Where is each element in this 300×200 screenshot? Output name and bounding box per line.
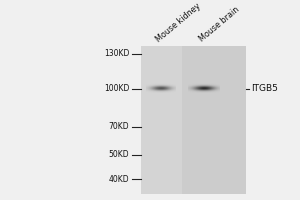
Text: ITGB5: ITGB5 — [251, 84, 278, 93]
Bar — [141, 46, 182, 194]
Text: Mouse kidney: Mouse kidney — [155, 1, 203, 44]
Text: Mouse brain: Mouse brain — [198, 5, 242, 44]
Text: 50KD: 50KD — [109, 150, 129, 159]
Text: 70KD: 70KD — [109, 122, 129, 131]
Text: 130KD: 130KD — [104, 49, 129, 58]
Text: 100KD: 100KD — [104, 84, 129, 93]
Text: 40KD: 40KD — [109, 175, 129, 184]
Bar — [182, 46, 246, 194]
